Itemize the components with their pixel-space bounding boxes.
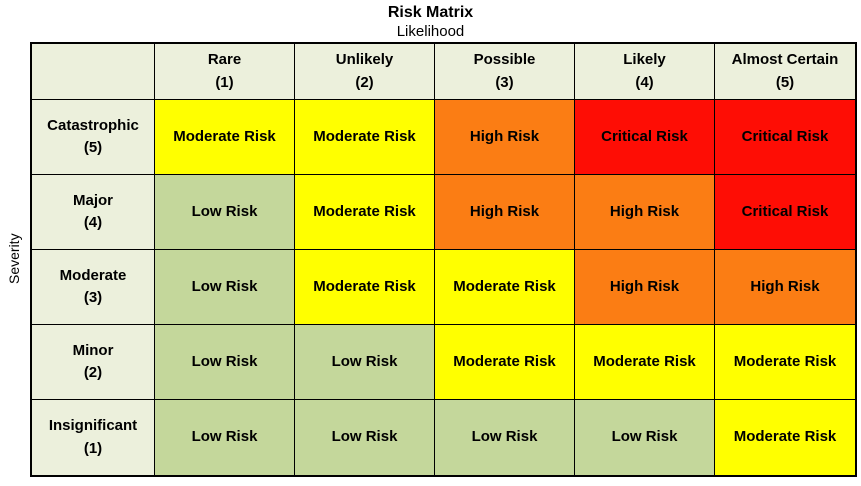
row-header-major: Major (4)	[32, 175, 155, 250]
risk-cell: Critical Risk	[575, 100, 715, 175]
risk-cell: Low Risk	[155, 325, 295, 400]
risk-cell: Moderate Risk	[435, 325, 575, 400]
risk-cell: Low Risk	[435, 400, 575, 475]
corner-cell	[32, 44, 155, 100]
row-header-minor: Minor (2)	[32, 325, 155, 400]
risk-cell: Moderate Risk	[295, 175, 435, 250]
risk-cell: High Risk	[575, 175, 715, 250]
row-header-catastrophic: Catastrophic (5)	[32, 100, 155, 175]
risk-cell: Moderate Risk	[575, 325, 715, 400]
risk-cell: High Risk	[575, 250, 715, 325]
risk-cell: Low Risk	[295, 400, 435, 475]
risk-cell: Critical Risk	[715, 175, 855, 250]
risk-cell: Moderate Risk	[155, 100, 295, 175]
column-header-rare: Rare (1)	[155, 44, 295, 100]
risk-cell: Critical Risk	[715, 100, 855, 175]
risk-cell: Moderate Risk	[295, 100, 435, 175]
column-header-almost-certain: Almost Certain (5)	[715, 44, 855, 100]
severity-axis-label: Severity	[6, 233, 22, 285]
risk-cell: Moderate Risk	[435, 250, 575, 325]
risk-cell: Low Risk	[575, 400, 715, 475]
row-header-moderate: Moderate (3)	[32, 250, 155, 325]
risk-matrix-table: Rare (1) Unlikely (2) Possible (3) Likel…	[30, 42, 857, 477]
risk-cell: Low Risk	[155, 250, 295, 325]
risk-cell: High Risk	[715, 250, 855, 325]
risk-cell: High Risk	[435, 175, 575, 250]
column-header-likely: Likely (4)	[575, 44, 715, 100]
risk-cell: Low Risk	[155, 400, 295, 475]
risk-cell: Low Risk	[295, 325, 435, 400]
column-header-possible: Possible (3)	[435, 44, 575, 100]
risk-cell: Moderate Risk	[715, 400, 855, 475]
row-header-insignificant: Insignificant (1)	[32, 400, 155, 475]
risk-cell: High Risk	[435, 100, 575, 175]
risk-cell: Moderate Risk	[295, 250, 435, 325]
chart-title: Risk Matrix	[387, 4, 474, 21]
column-header-unlikely: Unlikely (2)	[295, 44, 435, 100]
likelihood-axis-label: Likelihood	[396, 23, 465, 40]
risk-cell: Moderate Risk	[715, 325, 855, 400]
risk-cell: Low Risk	[155, 175, 295, 250]
